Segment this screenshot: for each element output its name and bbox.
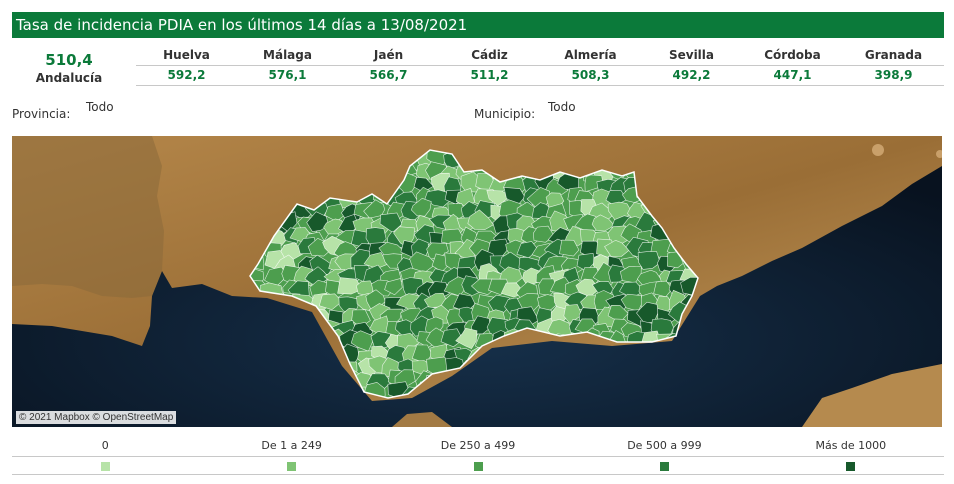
provincia-filter-label: Provincia: xyxy=(12,107,71,121)
municipality-polygon[interactable] xyxy=(591,214,616,232)
province-value-malaga: 576,1 xyxy=(268,68,307,82)
municipality-polygon[interactable] xyxy=(379,212,403,233)
municipality-polygon[interactable] xyxy=(394,369,416,387)
legend-label-1000-plus: Más de 1000 xyxy=(815,439,887,452)
africa-coast-west xyxy=(392,412,452,427)
andalucia-total-value: 510,4 xyxy=(45,51,93,69)
africa-coast-east xyxy=(802,364,942,427)
portugal-land xyxy=(12,136,164,298)
legend-label-250-499: De 250 a 499 xyxy=(440,439,516,452)
andalucia-total-label: Andalucía xyxy=(35,71,103,85)
island xyxy=(872,144,884,156)
legend-swatch-250-499[interactable] xyxy=(473,462,483,471)
map-attribution[interactable]: © 2021 Mapbox © OpenStreetMap xyxy=(16,411,177,424)
province-name-almeria[interactable]: Almería xyxy=(564,48,617,62)
island xyxy=(936,150,942,158)
municipality-polygon[interactable] xyxy=(337,277,363,295)
province-header-row: Huelva Málaga Jaén Cádiz Almería Sevilla… xyxy=(136,46,944,66)
province-value-almeria: 508,3 xyxy=(571,68,610,82)
province-name-jaen[interactable]: Jaén xyxy=(373,48,404,62)
legend-swatch-500-999[interactable] xyxy=(659,462,669,471)
municipality-polygon[interactable] xyxy=(318,293,343,311)
municipality-polygon[interactable] xyxy=(584,174,604,193)
municipality-polygon[interactable] xyxy=(370,331,392,351)
municipio-filter-label: Municipio: xyxy=(474,107,536,121)
municipality-polygon[interactable] xyxy=(382,253,403,269)
incidence-map[interactable]: © 2021 Mapbox © OpenStreetMap xyxy=(12,136,942,427)
municipality-polygon[interactable] xyxy=(363,199,386,219)
map-legend: 0 De 1 a 249 De 250 a 499 De 500 a 999 M… xyxy=(12,436,944,475)
province-value-jaen: 566,7 xyxy=(369,68,408,82)
legend-swatch-1-249[interactable] xyxy=(287,462,297,471)
province-value-row: 592,2 576,1 566,7 511,2 508,3 492,2 447,… xyxy=(136,66,944,86)
legend-labels: 0 De 1 a 249 De 250 a 499 De 500 a 999 M… xyxy=(12,436,944,457)
municipality-polygon[interactable] xyxy=(486,189,511,207)
municipality-polygon[interactable] xyxy=(559,239,580,257)
andalucia-total: 510,4 Andalucía xyxy=(12,50,126,86)
page-title: Tasa de incidencia PDIA en los últimos 1… xyxy=(12,12,944,38)
province-name-granada[interactable]: Granada xyxy=(864,48,923,62)
municipality-polygon[interactable] xyxy=(532,225,555,243)
municipality-polygon[interactable] xyxy=(653,280,673,298)
province-name-cordoba[interactable]: Córdoba xyxy=(764,48,821,62)
municipality-polygon[interactable] xyxy=(455,327,478,349)
legend-label-1-249: De 1 a 249 xyxy=(261,439,322,452)
legend-swatch-0[interactable] xyxy=(100,462,110,471)
municipality-polygon[interactable] xyxy=(384,278,403,296)
legend-label-500-999: De 500 a 999 xyxy=(627,439,702,452)
municipality-polygon[interactable] xyxy=(637,251,661,270)
province-table: Huelva Málaga Jaén Cádiz Almería Sevilla… xyxy=(136,46,944,86)
province-name-malaga[interactable]: Málaga xyxy=(263,48,312,62)
province-name-sevilla[interactable]: Sevilla xyxy=(668,48,715,62)
municipality-polygon[interactable] xyxy=(440,328,464,348)
province-name-cadiz[interactable]: Cádiz xyxy=(471,48,508,62)
municipality-polygon[interactable] xyxy=(467,209,494,230)
municipality-polygon[interactable] xyxy=(350,330,373,352)
legend-swatch-1000-plus[interactable] xyxy=(846,462,856,471)
province-value-sevilla: 492,2 xyxy=(672,68,711,82)
municipality-polygon[interactable] xyxy=(604,239,630,257)
provincia-filter-select[interactable]: Todo xyxy=(86,100,114,114)
province-value-huelva: 592,2 xyxy=(167,68,206,82)
legend-label-0: 0 xyxy=(101,439,109,452)
province-value-cadiz: 511,2 xyxy=(470,68,509,82)
province-name-huelva[interactable]: Huelva xyxy=(163,48,210,62)
legend-swatches xyxy=(12,458,944,475)
municipality-polygon[interactable] xyxy=(410,197,432,217)
province-value-cordoba: 447,1 xyxy=(773,68,812,82)
map-canvas[interactable] xyxy=(12,136,942,427)
province-value-granada: 398,9 xyxy=(874,68,913,82)
municipio-filter-select[interactable]: Todo xyxy=(548,100,576,114)
municipality-polygon[interactable] xyxy=(306,211,329,233)
